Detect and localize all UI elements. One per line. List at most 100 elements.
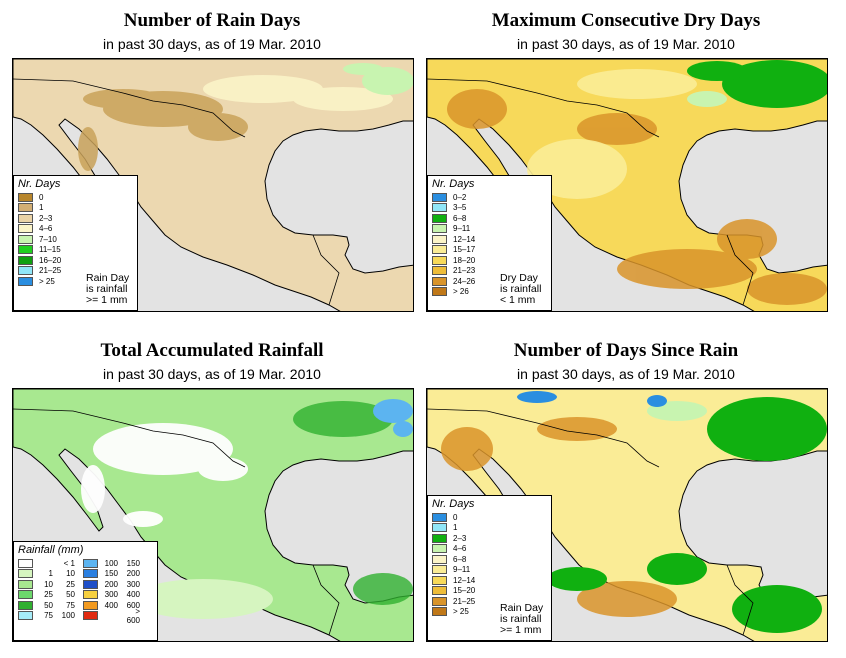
legend-entry: 0 xyxy=(18,192,133,203)
legend-swatch xyxy=(18,600,33,610)
legend: Nr. Days 0 1 2–3 4–6 6–8 9–11 12–14 15–20 21–25 >… xyxy=(427,495,552,641)
green-patches xyxy=(343,63,413,95)
legend-entry: 1 xyxy=(432,523,547,534)
legend-swatch xyxy=(432,255,447,265)
note-line: is rainfall xyxy=(500,283,542,295)
legend-entry: 16–20 xyxy=(18,255,133,266)
legend-column: < 1 1 10 10 25 25 50 50 75 75 100 xyxy=(18,558,75,621)
legend-swatch xyxy=(432,203,447,213)
legend-label: 11–15 xyxy=(39,245,61,255)
legend-swatch xyxy=(18,203,33,213)
note-line: Rain Day xyxy=(500,602,544,614)
legend-range-high: 600 xyxy=(126,600,140,610)
legend-entry: 21–25 xyxy=(432,596,547,607)
legend-entry: 6–8 xyxy=(432,554,547,565)
panel-days-since-rain: Number of Days Since Rain in past 30 day… xyxy=(416,330,836,650)
panel-accumulated-rainfall: Total Accumulated Rainfall in past 30 da… xyxy=(2,330,422,650)
legend-range-high: < 1 xyxy=(63,558,75,568)
legend-title: Rainfall (mm) xyxy=(18,544,84,556)
legend-swatch xyxy=(432,224,447,234)
legend-entry: 2–3 xyxy=(432,533,547,544)
legend-label: 4–6 xyxy=(453,544,467,554)
legend-swatch xyxy=(83,590,98,600)
light-patches xyxy=(203,75,393,111)
legend-swatch xyxy=(18,266,33,276)
legend-label: 0 xyxy=(39,192,44,202)
legend-swatch xyxy=(432,234,447,244)
legend-range-low: 75 xyxy=(44,611,53,621)
legend-entry: 25 50 xyxy=(18,590,75,601)
dry-white-patches xyxy=(81,423,248,527)
legend-range-high: 75 xyxy=(66,600,75,610)
legend-label: 2–3 xyxy=(453,533,467,543)
panel-rain-days: Number of Rain Days in past 30 days, as … xyxy=(2,0,422,320)
legend-label: 7–10 xyxy=(39,234,57,244)
legend-swatch xyxy=(432,276,447,286)
legend-entry: 12–14 xyxy=(432,575,547,586)
legend-entry: < 1 xyxy=(18,558,75,569)
legend-entry: 2–3 xyxy=(18,213,133,224)
legend-label: 21–23 xyxy=(453,266,476,276)
legend-range-high: 10 xyxy=(66,569,75,579)
legend-swatch xyxy=(18,558,33,568)
map-graphic xyxy=(13,389,413,641)
legend-entry: 4–6 xyxy=(432,544,547,555)
legend-entry: > 26 xyxy=(432,287,547,298)
legend-label: 3–5 xyxy=(453,203,467,213)
legend-range-high: 150 xyxy=(126,558,140,568)
legend-label: 16–20 xyxy=(39,255,62,265)
legend-swatch xyxy=(18,569,33,579)
legend-range-high: 400 xyxy=(126,590,140,600)
legend-label: 0–2 xyxy=(453,192,467,202)
legend-title: Nr. Days xyxy=(432,498,475,510)
legend-entry: 21–25 xyxy=(18,266,133,277)
legend: Nr. Days 0 1 2–3 4–6 7–10 11–15 16–20 21–25 > 25… xyxy=(13,175,138,311)
green-patches xyxy=(547,397,827,633)
legend-column: 100 150 150 200 200 300 300 400 400 600 > 600 xyxy=(83,558,140,625)
legend-label: > 25 xyxy=(453,607,469,617)
legend-columns: < 1 1 10 10 25 25 50 50 75 75 100 100 150 150 200 200 3… xyxy=(18,558,153,625)
legend-label: 4–6 xyxy=(39,224,53,234)
legend-note: Dry Day is rainfall < 1 mm xyxy=(500,273,541,306)
legend-swatch xyxy=(83,579,98,589)
note-line: Dry Day xyxy=(500,272,538,284)
legend-swatch xyxy=(432,213,447,223)
map-area: Nr. Days 0–2 3–5 6–8 9–11 12–14 15–17 18–20 21–… xyxy=(426,58,828,312)
legend-swatch xyxy=(432,533,447,543)
legend-entry: 0–2 xyxy=(432,192,547,203)
light-patches xyxy=(527,69,697,199)
legend-entry: 7–10 xyxy=(18,234,133,245)
legend-entry: 21–23 xyxy=(432,266,547,277)
legend-entry: 1 xyxy=(18,203,133,214)
legend-label: 15–17 xyxy=(453,245,476,255)
legend-swatch xyxy=(83,611,98,621)
panel-subtitle: in past 30 days, as of 19 Mar. 2010 xyxy=(103,366,321,382)
legend-range-high: 25 xyxy=(66,579,75,589)
legend-swatch xyxy=(432,575,447,585)
light-green-patches xyxy=(133,579,273,619)
state-borders xyxy=(427,78,754,306)
panel-dry-days: Maximum Consecutive Dry Days in past 30 … xyxy=(416,0,836,320)
legend-entry: > 600 xyxy=(83,607,140,625)
panel-subtitle: in past 30 days, as of 19 Mar. 2010 xyxy=(517,366,735,382)
legend-entry: > 25 xyxy=(18,276,133,287)
legend-entry: 75 100 xyxy=(18,611,75,622)
legend-entry: 3–5 xyxy=(432,203,547,214)
legend-range-high: 100 xyxy=(61,611,75,621)
legend-entry: 100 150 xyxy=(83,558,140,569)
legend-entry: 12–14 xyxy=(432,234,547,245)
note-line: < 1 mm xyxy=(500,294,536,306)
legend-range-high: > 600 xyxy=(126,606,140,625)
dry-zone-patches xyxy=(447,89,827,305)
note-line: Rain Day xyxy=(86,272,130,284)
legend-swatch xyxy=(432,245,447,255)
state-borders xyxy=(13,408,340,636)
legend-label: 1 xyxy=(39,203,44,213)
legend-range-low: 200 xyxy=(104,579,118,589)
legend-label: 0 xyxy=(453,512,458,522)
legend-title: Nr. Days xyxy=(432,178,475,190)
note-line: >= 1 mm xyxy=(500,624,542,636)
blue-patches xyxy=(517,391,667,407)
legend-label: 12–14 xyxy=(453,234,476,244)
legend-label: 2–3 xyxy=(39,213,53,223)
